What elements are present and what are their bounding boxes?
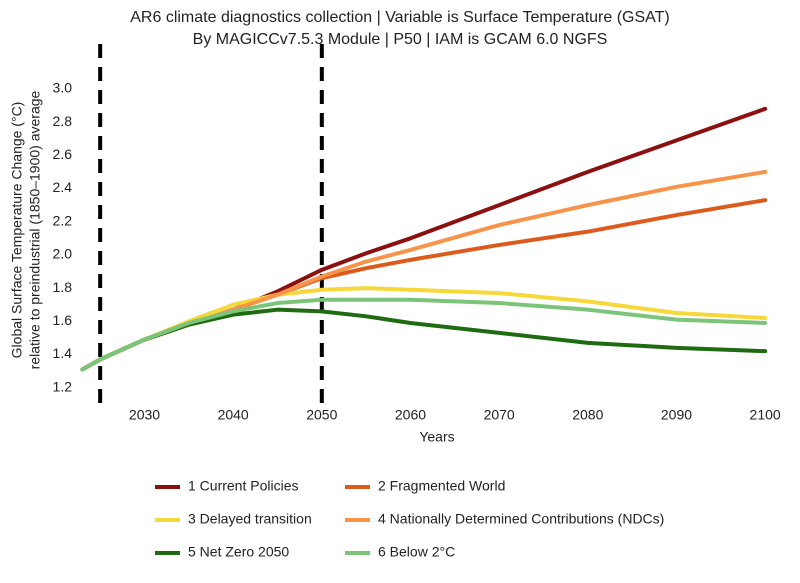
- series-line: [80, 106, 768, 372]
- x-tick-label: 2060: [395, 407, 426, 423]
- series-line: [80, 297, 768, 372]
- y-tick-label: 2.2: [53, 212, 73, 228]
- legend-label: 4 Nationally Determined Contributions (N…: [378, 511, 664, 527]
- y-tick-label: 1.2: [53, 378, 73, 394]
- y-axis-label: relative to preindustrial (1850–1900) av…: [27, 90, 43, 369]
- legend-label: 5 Net Zero 2050: [188, 544, 289, 560]
- y-tick-label: 1.6: [53, 312, 73, 328]
- x-tick-label: 2070: [484, 407, 515, 423]
- x-tick-label: 2090: [661, 407, 692, 423]
- legend-label: 3 Delayed transition: [188, 511, 312, 527]
- legend-label: 6 Below 2°C: [378, 544, 455, 560]
- y-tick-label: 2.6: [53, 146, 73, 162]
- x-tick-label: 2100: [750, 407, 781, 423]
- x-tick-label: 2040: [218, 407, 249, 423]
- chart-subtitle: By MAGICCv7.5.3 Module | P50 | IAM is GC…: [193, 31, 608, 48]
- chart-title: AR6 climate diagnostics collection | Var…: [130, 9, 670, 26]
- series-line: [80, 198, 768, 372]
- y-tick-label: 2.8: [53, 113, 73, 129]
- legend-label: 1 Current Policies: [188, 478, 299, 494]
- x-axis-label: Years: [419, 429, 454, 445]
- x-tick-label: 2050: [306, 407, 337, 423]
- x-tick-label: 2030: [129, 407, 160, 423]
- y-tick-label: 1.4: [53, 345, 73, 361]
- y-tick-label: 2.4: [53, 179, 73, 195]
- y-tick-label: 1.8: [53, 279, 73, 295]
- y-tick-label: 2.0: [53, 246, 73, 262]
- series-line: [80, 169, 768, 372]
- y-axis-label: Global Surface Temperature Change (°C): [9, 102, 25, 359]
- x-tick-label: 2080: [572, 407, 603, 423]
- legend-label: 2 Fragmented World: [378, 478, 505, 494]
- y-tick-label: 3.0: [53, 80, 73, 96]
